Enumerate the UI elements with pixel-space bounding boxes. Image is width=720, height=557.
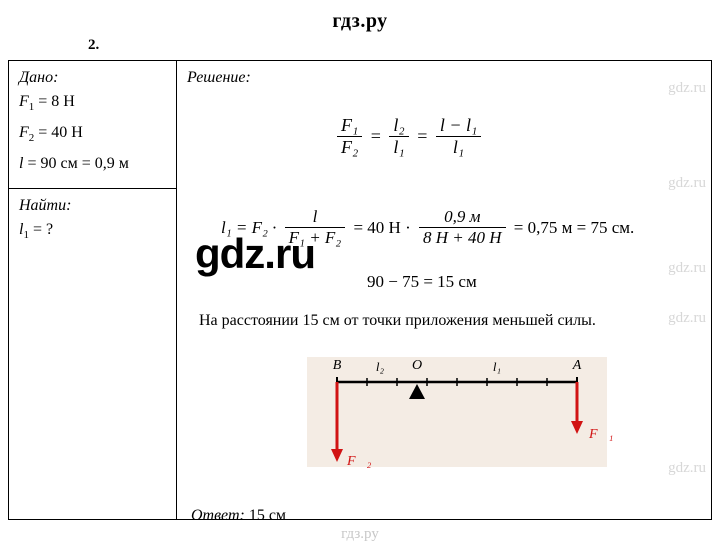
svg-text:F⃗₂: F⃗₂ [346, 454, 371, 469]
svg-text:O: O [412, 358, 422, 373]
left-column: Дано: F1 = 8 Н F2 = 40 Н l = 90 см = 0,9… [9, 61, 177, 519]
svg-text:F⃗₁: F⃗₁ [588, 427, 613, 442]
watermark-big: gdz.ru [195, 230, 315, 278]
solution-area: F₁F₂ = l₂l₁ = l − l₁l₁ l₁ = F₂ · lF₁ + F… [187, 87, 701, 529]
watermark: gdz.ru [668, 310, 706, 327]
given-section: Дано: F1 = 8 Н F2 = 40 Н l = 90 см = 0,9… [9, 61, 177, 189]
find-line: l1 = ? [19, 215, 166, 246]
find-title: Найти: [19, 197, 166, 215]
answer: Ответ: 15 см [191, 507, 286, 525]
svg-text:B: B [333, 358, 342, 373]
formula-l2: 90 − 75 = 15 см [367, 272, 477, 292]
svg-text:A: A [572, 358, 582, 373]
given-title: Дано: [19, 69, 166, 87]
watermark: gdz.ru [668, 260, 706, 277]
problem-number: 2. [88, 37, 720, 54]
formula-ratio: F₁F₂ = l₂l₁ = l − l₁l₁ [337, 115, 481, 158]
solution-box: Дано: F1 = 8 Н F2 = 40 Н l = 90 см = 0,9… [8, 60, 712, 520]
solution-column: Решение: F₁F₂ = l₂l₁ = l − l₁l₁ l₁ = F₂ … [177, 61, 711, 519]
given-line-3: l = 90 см = 0,9 м [19, 149, 166, 179]
lever-diagram: B l₂ O l₁ A F⃗₁ F⃗₂ [297, 347, 617, 477]
find-section: Найти: l1 = ? [9, 189, 177, 519]
solution-title: Решение: [187, 69, 701, 87]
watermark: gdz.ru [668, 175, 706, 192]
page-header: гдз.ру [0, 0, 720, 37]
watermark: gdz.ru [668, 80, 706, 97]
given-line-1: F1 = 8 Н [19, 87, 166, 118]
svg-text:l₂: l₂ [376, 359, 385, 374]
svg-text:l₁: l₁ [493, 359, 501, 374]
watermark: gdz.ru [668, 460, 706, 477]
given-line-2: F2 = 40 Н [19, 118, 166, 149]
conclusion-text: На расстоянии 15 см от точки приложения … [199, 312, 596, 330]
